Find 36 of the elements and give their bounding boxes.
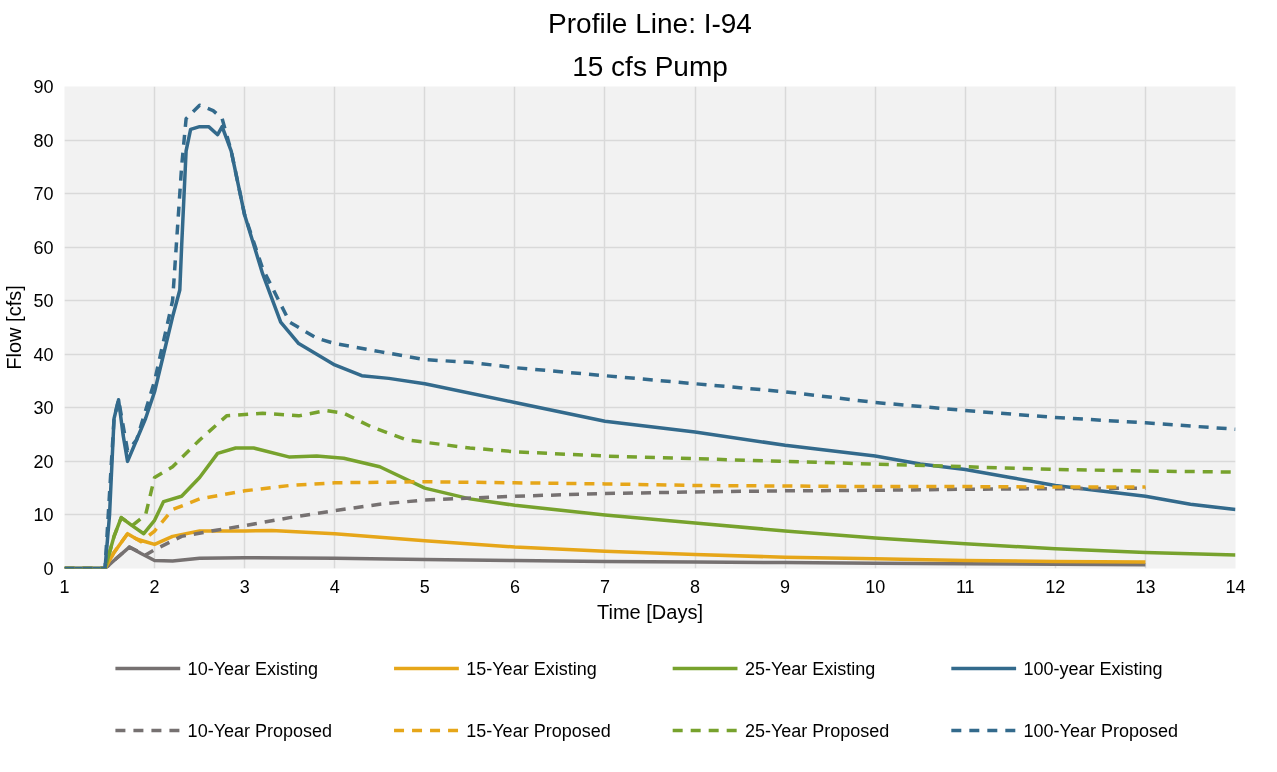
y-tick-label: 90: [33, 77, 54, 97]
y-tick-label: 30: [33, 398, 54, 419]
legend-label: 10-Year Existing: [187, 658, 319, 679]
legend-label: 100-year Existing: [1023, 658, 1163, 679]
legend-label: 15-Year Proposed: [466, 720, 611, 741]
x-tick-label: 4: [329, 576, 340, 597]
chart-title: Profile Line: I-94: [548, 7, 752, 39]
x-tick-label: 2: [149, 576, 160, 597]
x-tick-label: 3: [239, 576, 250, 597]
chart-subtitle: 15 cfs Pump: [572, 50, 728, 82]
x-tick-label: 7: [599, 576, 610, 597]
x-axis-title: Time [Days]: [597, 600, 703, 623]
legend-label: 15-Year Existing: [466, 658, 597, 679]
x-tick-label: 10: [865, 576, 886, 597]
x-tick-label: 9: [780, 576, 791, 597]
y-tick-label: 20: [33, 451, 54, 472]
x-tick-label: 6: [509, 576, 520, 597]
y-tick-label: 80: [33, 130, 54, 151]
x-tick-label: 13: [1135, 576, 1156, 597]
x-tick-label: 8: [690, 576, 701, 597]
x-tick-label: 12: [1045, 576, 1066, 597]
y-tick-label: 50: [33, 291, 54, 312]
y-tick-label: 40: [33, 344, 54, 365]
x-tick-label: 14: [1225, 576, 1246, 597]
y-axis-title: Flow [cfs]: [3, 285, 26, 370]
legend-label: 25-Year Proposed: [744, 720, 890, 741]
y-tick-label: 10: [33, 505, 54, 526]
x-tick-label: 1: [59, 576, 70, 597]
x-tick-label: 11: [955, 576, 975, 597]
x-tick-label: 5: [419, 576, 430, 597]
legend-label: 100-Year Proposed: [1023, 720, 1178, 741]
legend-label: 10-Year Proposed: [187, 720, 333, 741]
y-tick-label: 0: [43, 559, 54, 579]
y-tick-label: 60: [33, 237, 54, 258]
legend-label: 25-Year Existing: [744, 658, 876, 679]
y-tick-label: 70: [33, 184, 54, 205]
